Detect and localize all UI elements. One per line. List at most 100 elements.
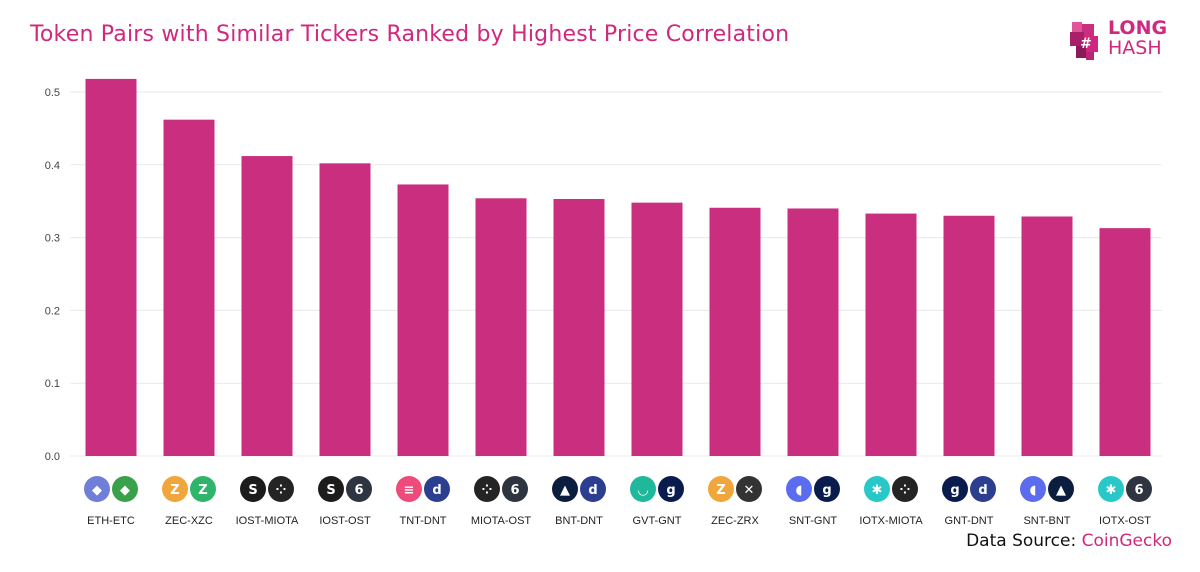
x-tick-label: IOTX-MIOTA [859,515,923,527]
etc-icon: ◆ [112,476,138,502]
bnt-icon: ▲ [1048,476,1074,502]
ost-icon: 6 [346,476,372,502]
svg-text:◆: ◆ [120,483,130,498]
svg-text:6: 6 [1134,483,1143,498]
iost-icon: S [318,476,344,502]
svg-text:g: g [666,483,675,498]
bar [709,207,761,456]
x-tick-label: SNT-BNT [1023,515,1070,527]
ost-icon: 6 [502,476,528,502]
gnt-icon: g [814,476,840,502]
x-tick-label: IOST-OST [319,515,371,527]
svg-text:⁘: ⁘ [276,483,287,498]
x-tick-label: ZEC-ZRX [711,515,759,527]
svg-text:d: d [588,483,597,498]
x-tick-label: BNT-DNT [555,515,603,527]
svg-text:6: 6 [354,483,363,498]
x-tick-label: GVT-GNT [633,515,682,527]
zec-icon: Z [708,476,734,502]
bar [787,208,839,456]
svg-text:✱: ✱ [872,483,883,498]
logo-line1: LONG [1108,17,1168,39]
zrx-icon: ✕ [736,476,762,502]
svg-text:d: d [978,483,987,498]
bar [865,213,917,456]
x-tick-label: SNT-GNT [789,515,838,527]
bar [1021,216,1073,456]
svg-text:g: g [822,483,831,498]
snt-icon: ◖ [786,476,812,502]
dnt-icon: d [580,476,606,502]
svg-text:≡: ≡ [404,483,415,498]
svg-text:◆: ◆ [92,483,102,498]
x-tick-label: TNT-DNT [399,515,446,527]
x-tick-label: ETH-ETC [87,515,135,527]
svg-text:g: g [950,483,959,498]
svg-text:Z: Z [170,483,179,498]
svg-text:S: S [248,483,257,498]
dnt-icon: d [424,476,450,502]
snt-icon: ◖ [1020,476,1046,502]
svg-text:d: d [432,483,441,498]
bar [241,156,293,456]
bar [163,119,215,456]
data-source-name: CoinGecko [1081,531,1172,551]
eth-icon: ◆ [84,476,110,502]
svg-text:◖: ◖ [796,483,803,498]
x-tick-label: ZEC-XZC [165,515,213,527]
data-source-prefix: Data Source: [966,531,1082,551]
bar [943,215,995,456]
y-tick-label: 0.4 [45,160,60,172]
bar [1099,228,1151,456]
svg-text:✕: ✕ [744,483,755,498]
iost-icon: S [240,476,266,502]
chart-title: Token Pairs with Similar Tickers Ranked … [30,22,790,47]
dnt-icon: d [970,476,996,502]
gnt-icon: g [658,476,684,502]
iotx-icon: ✱ [1098,476,1124,502]
logo-cube-icon: # [1070,22,1098,60]
iotx-icon: ✱ [864,476,890,502]
bar [397,184,449,456]
gvt-icon: ◡ [630,476,656,502]
bar [553,199,605,457]
y-tick-label: 0.0 [45,451,60,463]
svg-text:✱: ✱ [1106,483,1117,498]
svg-text:Z: Z [716,483,725,498]
miota-icon: ⁘ [474,476,500,502]
ost-icon: 6 [1126,476,1152,502]
bar [85,78,137,457]
svg-text:◖: ◖ [1030,483,1037,498]
svg-text:S: S [326,483,335,498]
svg-text:⁘: ⁘ [900,483,911,498]
tnt-icon: ≡ [396,476,422,502]
y-tick-label: 0.2 [45,305,60,317]
y-tick-label: 0.5 [45,87,60,99]
svg-text:▲: ▲ [560,483,570,498]
logo-line2: HASH [1108,37,1162,59]
miota-icon: ⁘ [268,476,294,502]
x-tick-label: IOST-MIOTA [236,515,299,527]
svg-text:Z: Z [198,483,207,498]
svg-text:▲: ▲ [1056,483,1066,498]
bar [319,163,371,456]
x-tick-label: IOTX-OST [1099,515,1151,527]
bar [475,198,527,456]
svg-text:#: # [1080,36,1092,52]
data-source: Data Source: CoinGecko [966,531,1172,551]
bnt-icon: ▲ [552,476,578,502]
svg-text:6: 6 [510,483,519,498]
x-tick-label: GNT-DNT [945,515,994,527]
y-tick-label: 0.3 [45,233,60,245]
y-tick-label: 0.1 [45,378,60,390]
longhash-logo: # LONG HASH [1066,18,1176,66]
xzc-icon: Z [190,476,216,502]
gnt-icon: g [942,476,968,502]
svg-text:⁘: ⁘ [482,483,493,498]
x-tick-label: MIOTA-OST [471,515,532,527]
miota-icon: ⁘ [892,476,918,502]
zec-icon: Z [162,476,188,502]
svg-text:◡: ◡ [638,483,648,498]
bar [631,202,683,456]
